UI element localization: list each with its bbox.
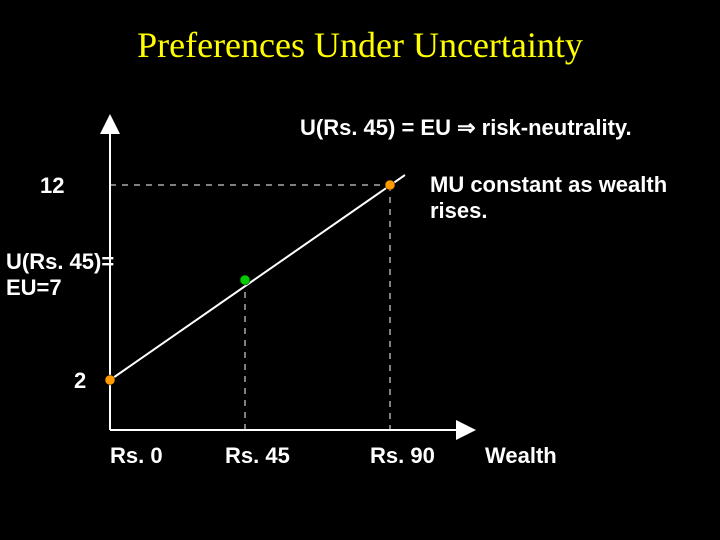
point-rs0	[105, 375, 115, 385]
point-rs90	[385, 180, 395, 190]
utility-chart	[0, 0, 720, 540]
utility-line	[110, 175, 405, 380]
point-rs45	[240, 275, 250, 285]
